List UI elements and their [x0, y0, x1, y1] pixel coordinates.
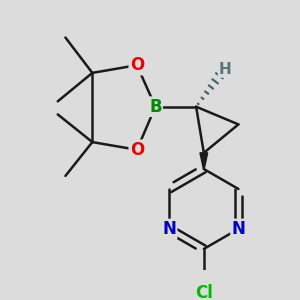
- Polygon shape: [200, 153, 208, 169]
- Text: O: O: [130, 56, 144, 74]
- Text: N: N: [232, 220, 245, 238]
- Text: N: N: [162, 220, 176, 238]
- Text: O: O: [130, 141, 144, 159]
- Text: B: B: [149, 98, 162, 116]
- Text: Cl: Cl: [195, 284, 213, 300]
- Text: H: H: [219, 61, 232, 76]
